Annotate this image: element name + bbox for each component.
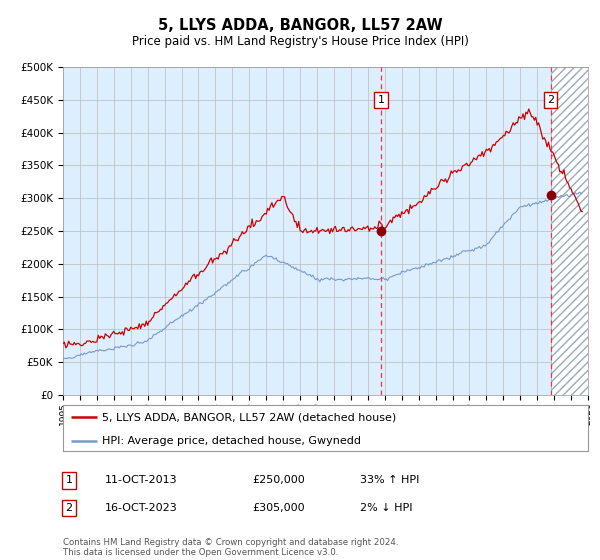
Text: HPI: Average price, detached house, Gwynedd: HPI: Average price, detached house, Gwyn…	[103, 436, 361, 446]
Bar	[551, 67, 588, 395]
Text: 33% ↑ HPI: 33% ↑ HPI	[360, 475, 419, 486]
Text: 16-OCT-2023: 16-OCT-2023	[105, 503, 178, 513]
Text: Price paid vs. HM Land Registry's House Price Index (HPI): Price paid vs. HM Land Registry's House …	[131, 35, 469, 49]
Text: £250,000: £250,000	[252, 475, 305, 486]
Text: 1: 1	[65, 475, 73, 486]
Text: 2: 2	[547, 95, 554, 105]
Text: 11-OCT-2013: 11-OCT-2013	[105, 475, 178, 486]
Text: Contains HM Land Registry data © Crown copyright and database right 2024.
This d: Contains HM Land Registry data © Crown c…	[63, 538, 398, 557]
Text: 5, LLYS ADDA, BANGOR, LL57 2AW (detached house): 5, LLYS ADDA, BANGOR, LL57 2AW (detached…	[103, 412, 397, 422]
Text: 5, LLYS ADDA, BANGOR, LL57 2AW: 5, LLYS ADDA, BANGOR, LL57 2AW	[158, 18, 442, 32]
Text: £305,000: £305,000	[252, 503, 305, 513]
Text: 2% ↓ HPI: 2% ↓ HPI	[360, 503, 413, 513]
Text: 2: 2	[65, 503, 73, 513]
Text: 1: 1	[377, 95, 385, 105]
